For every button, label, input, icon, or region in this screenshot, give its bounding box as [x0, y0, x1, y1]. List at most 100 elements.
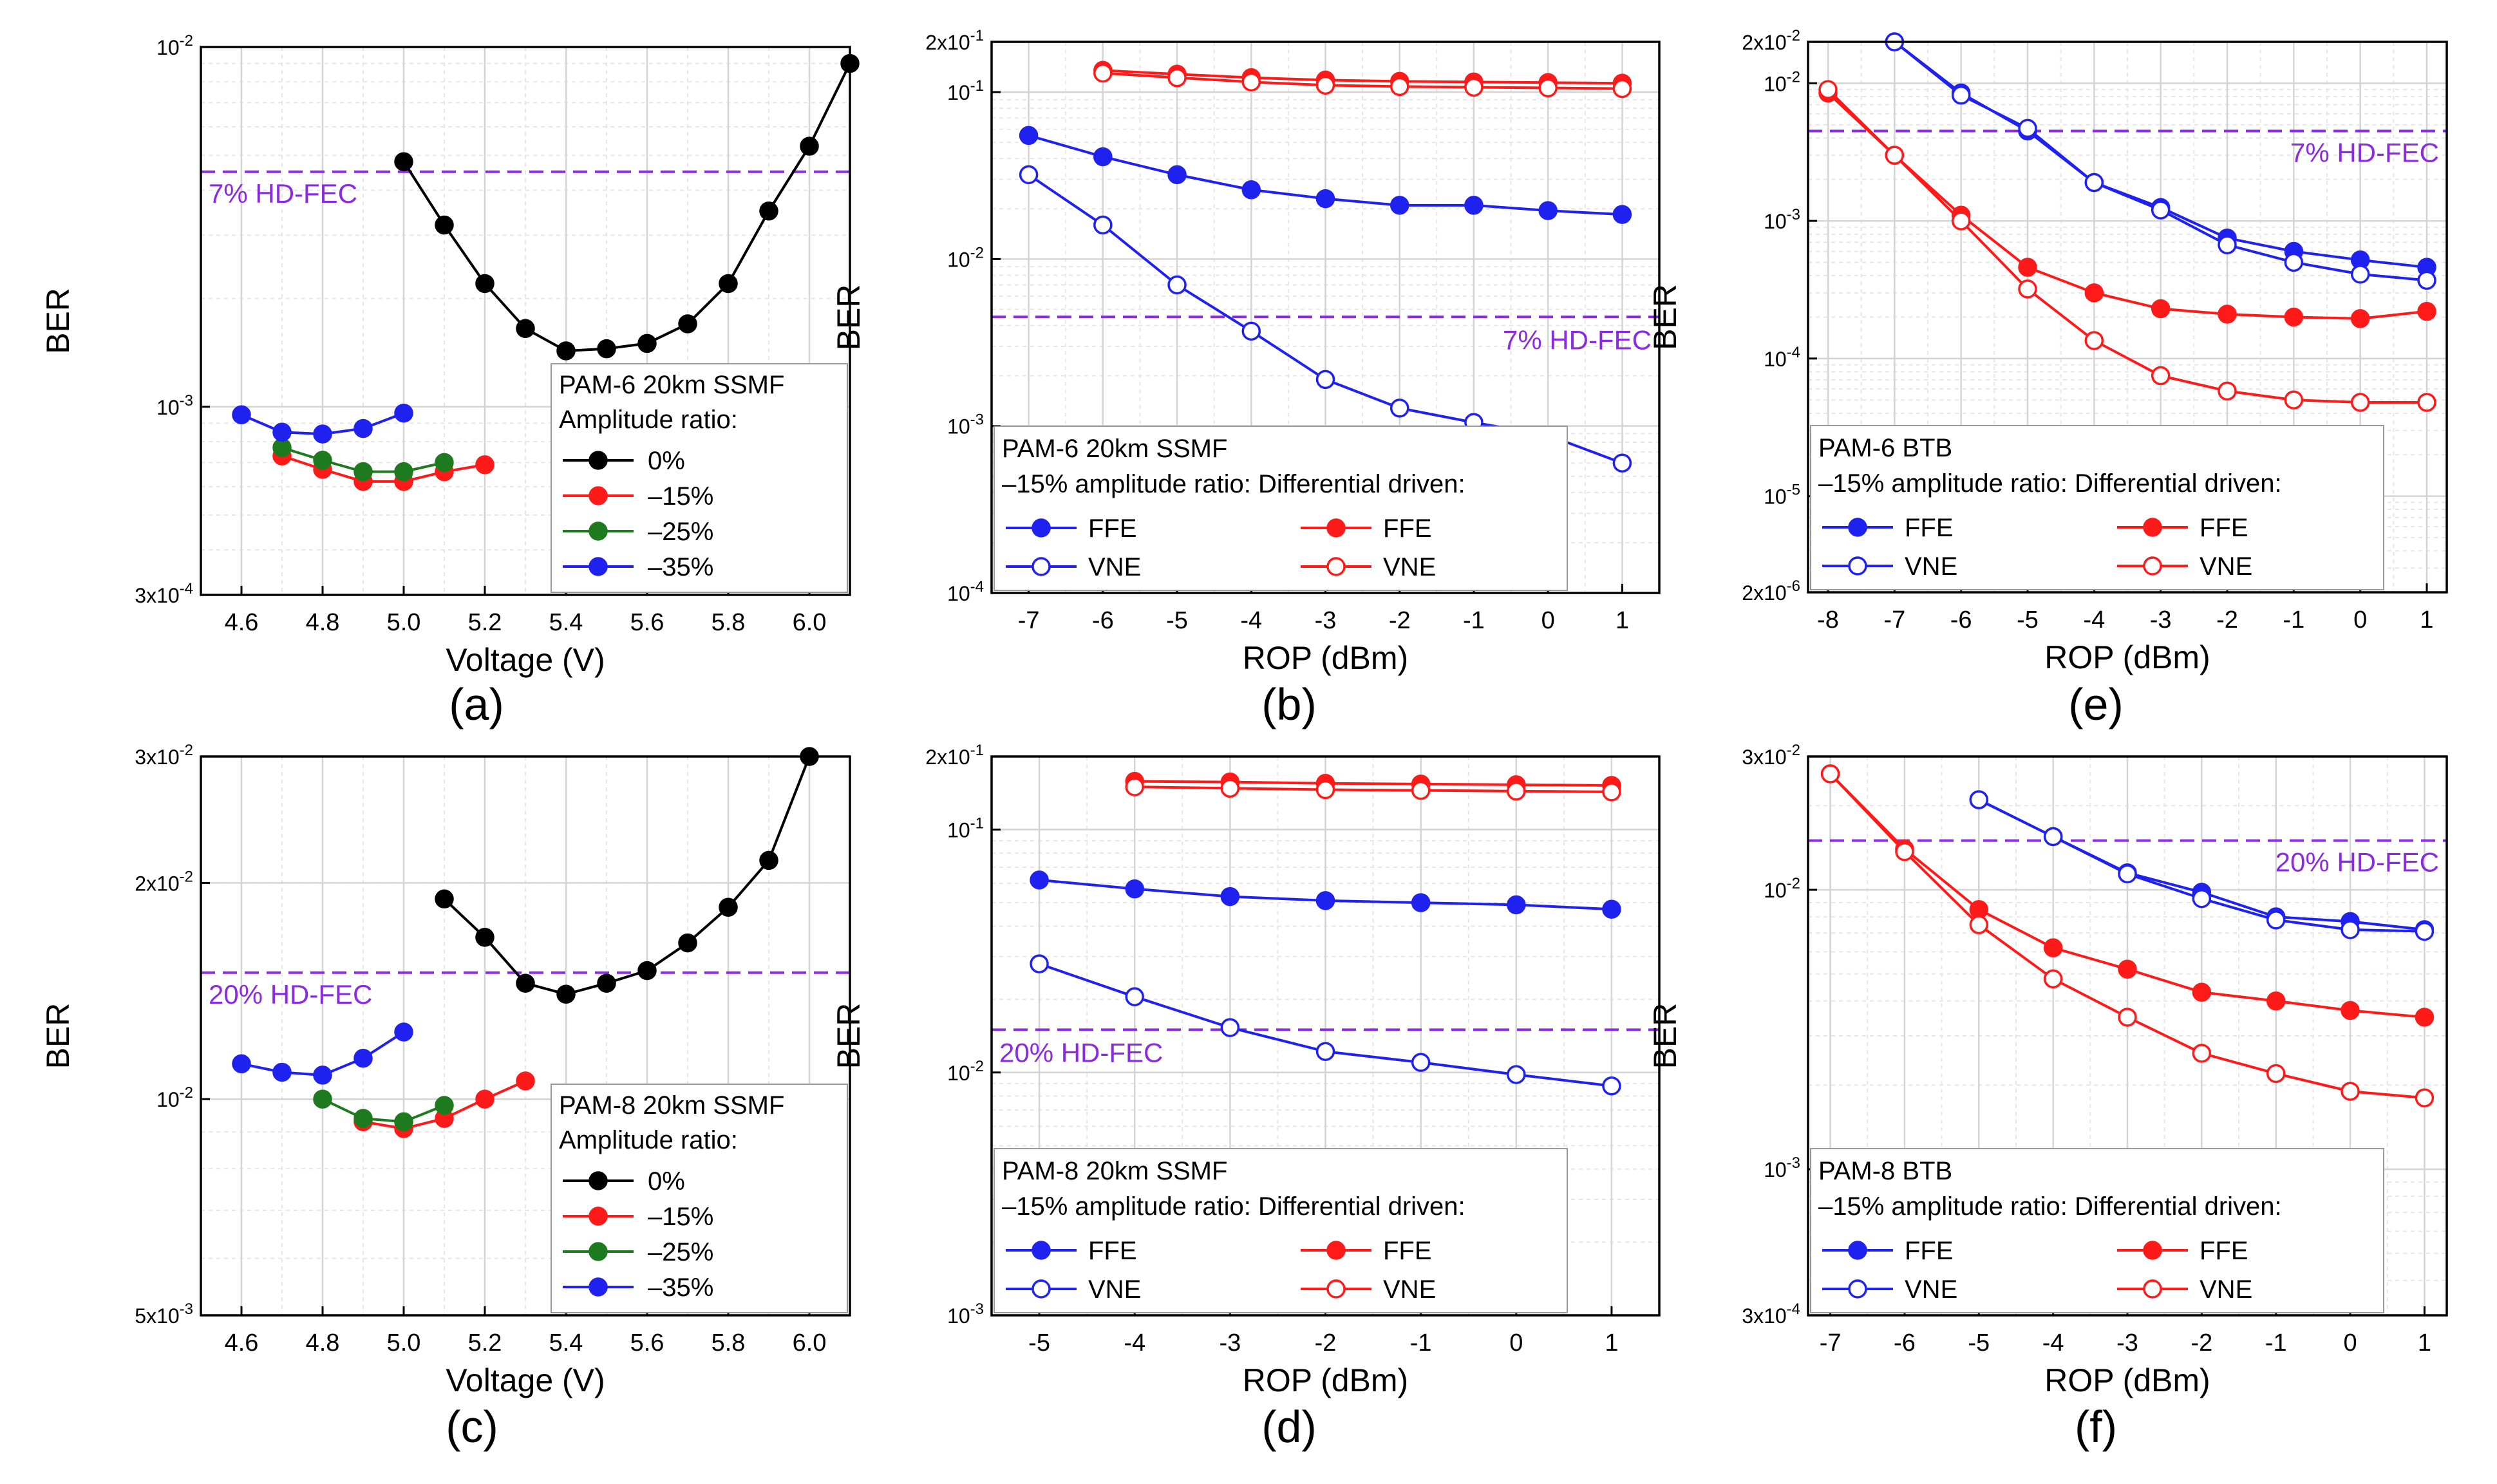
data-point	[1612, 453, 1632, 473]
legend-title: PAM-6 BTB	[1818, 434, 1952, 462]
legend-marker	[589, 486, 608, 505]
x-tick-label: -5	[1028, 1329, 1050, 1357]
y-tick-mantissa: 10	[947, 81, 970, 104]
y-axis-label: BER	[831, 285, 867, 351]
x-tick-label: 4.6	[225, 609, 259, 636]
data-point	[2151, 366, 2171, 386]
y-tick-label: 2x10-2	[135, 868, 193, 895]
data-point	[2350, 309, 2370, 328]
legend: PAM-6 20km SSMF –15% amplitude ratio: Dif…	[994, 426, 1568, 591]
y-tick-exponent: -2	[1787, 27, 1800, 44]
data-point	[1220, 1018, 1240, 1037]
data-point	[1315, 1042, 1335, 1061]
y-axis-label: BER	[831, 1003, 867, 1069]
data-point	[272, 422, 292, 442]
data-point	[759, 850, 778, 870]
y-tick-label: 10-1	[947, 815, 984, 842]
y-tick-label: 2x10-1	[925, 27, 984, 54]
data-point	[394, 1022, 413, 1042]
y-tick-exponent: -1	[970, 742, 984, 759]
y-tick-label: 10-2	[947, 244, 984, 271]
y-tick-mantissa: 10	[947, 582, 970, 605]
data-point	[1390, 77, 1409, 97]
panel-caption: (e)	[2068, 679, 2124, 729]
series-line-black-0%	[443, 756, 811, 996]
legend-marker	[2143, 518, 2162, 537]
data-point	[2417, 301, 2436, 321]
x-tick-label: 1	[2418, 1329, 2431, 1357]
x-tick-label: -2	[1389, 607, 1411, 634]
data-point	[2218, 381, 2237, 401]
series-line-red-VNE	[1135, 785, 1612, 793]
x-axis-label: Voltage (V)	[446, 1362, 605, 1398]
legend-entry-label: FFE	[2200, 514, 2248, 542]
legend-subtitle: –15% amplitude ratio: Differential drive…	[1002, 470, 1465, 498]
data-point	[1030, 954, 1049, 973]
data-point	[1507, 1065, 1526, 1084]
y-tick-exponent: -2	[1787, 742, 1800, 759]
y-tick-exponent: -1	[970, 815, 984, 832]
y-tick-mantissa: 2x10	[135, 872, 179, 895]
x-tick-label: -7	[1018, 607, 1040, 634]
data-point	[1241, 72, 1261, 92]
panel-b: -7 -6 -5 -4 -3 -2 -1 0 110-410-310-210-12x10-17%…	[831, 27, 1661, 729]
legend-entry-label: FFE	[1088, 514, 1137, 543]
y-tick-label: 10-2	[1764, 875, 1800, 902]
data-point	[2341, 1000, 2360, 1020]
data-point	[759, 202, 778, 221]
y-tick-exponent: -3	[180, 1301, 193, 1318]
panel-caption: (c)	[446, 1402, 498, 1452]
legend-marker	[1848, 518, 1867, 537]
legend-marker	[2143, 1241, 2162, 1260]
x-tick-label: -8	[1817, 606, 1839, 634]
legend-box	[994, 426, 1568, 591]
data-point	[1241, 321, 1261, 341]
data-point	[435, 1096, 454, 1115]
legend-marker	[1326, 1279, 1346, 1299]
y-tick-mantissa: 10	[947, 1304, 970, 1328]
x-tick-label: -6	[1092, 607, 1114, 634]
x-tick-label: 6.0	[793, 1329, 827, 1357]
fec-label: 20% HD-FEC	[2276, 847, 2439, 878]
data-point	[1895, 841, 1914, 861]
data-point	[719, 274, 738, 294]
y-tick-exponent: -2	[1787, 68, 1800, 86]
x-tick-label: 0	[2353, 606, 2367, 634]
y-tick-mantissa: 10	[1764, 1158, 1787, 1181]
plot-frame	[1807, 41, 2448, 594]
y-tick-mantissa: 3x10	[1742, 1304, 1786, 1328]
y-tick-exponent: -2	[180, 742, 193, 759]
data-point	[1612, 205, 1632, 224]
data-point	[394, 403, 413, 423]
x-tick-label: -6	[1950, 606, 1972, 634]
data-point	[556, 341, 576, 361]
legend-entry-label: –35%	[648, 553, 713, 581]
legend-marker	[1326, 518, 1346, 538]
y-tick-mantissa: 2x10	[925, 31, 970, 54]
data-point	[2192, 982, 2212, 1002]
x-tick-label: 5.8	[711, 1329, 746, 1357]
y-tick-label: 2x10-1	[925, 742, 984, 769]
x-tick-label: 5.4	[549, 609, 583, 636]
data-point	[2417, 393, 2436, 412]
data-point	[2341, 1082, 2360, 1101]
series-line-red-FFE	[1135, 780, 1612, 787]
data-point	[1220, 887, 1240, 906]
y-tick-mantissa: 10	[1764, 72, 1787, 95]
data-point	[1507, 895, 1526, 915]
legend-marker	[1848, 1279, 1867, 1299]
legend: PAM-8 20km SSMF –15% amplitude ratio: Dif…	[994, 1148, 1568, 1313]
data-point	[2043, 969, 2063, 989]
data-point	[1030, 870, 1049, 890]
data-point	[1820, 764, 1840, 784]
x-tick-label: 5.8	[711, 609, 746, 636]
y-tick-exponent: -4	[1787, 1301, 1800, 1318]
y-tick-label: 10-2	[156, 1084, 193, 1111]
plot-frame	[990, 755, 1661, 1317]
x-tick-label: 5.0	[387, 1329, 421, 1357]
data-point	[1019, 165, 1039, 185]
y-tick-label: 10-3	[1764, 206, 1800, 233]
legend-entry-label: FFE	[1905, 1237, 1954, 1265]
y-tick-label: 10-3	[156, 392, 193, 419]
legend-entry-label: VNE	[1905, 552, 1957, 581]
